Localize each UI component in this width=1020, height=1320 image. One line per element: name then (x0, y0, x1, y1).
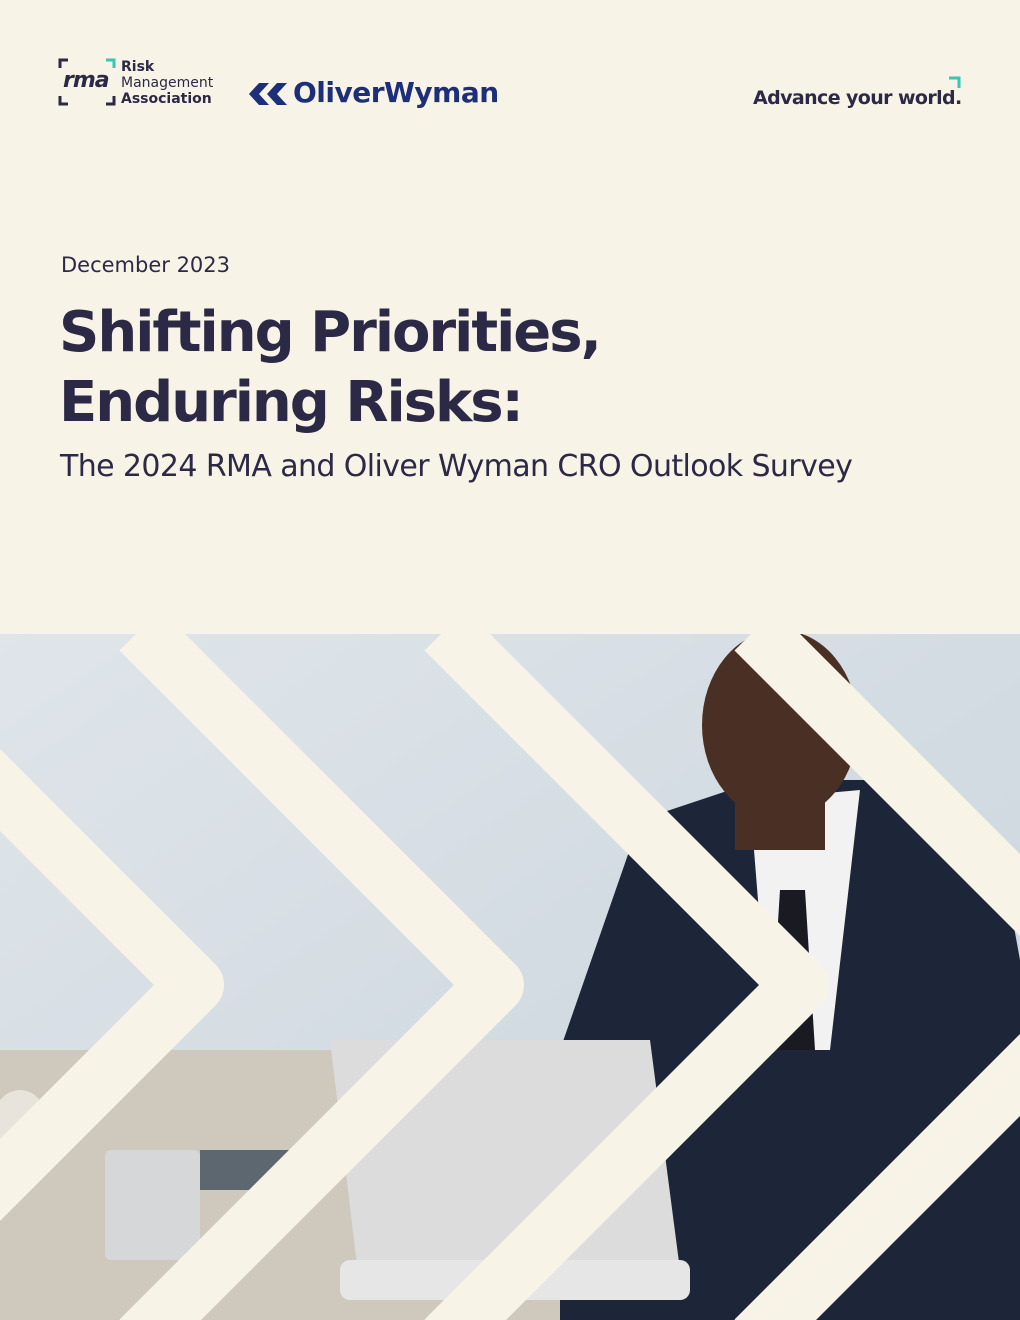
title-line-1: Shifting Priorities, (59, 300, 602, 365)
tagline: Advance your world. (753, 87, 962, 109)
oliver-wyman-mark (249, 83, 287, 105)
rma-name-2: Management (121, 75, 214, 91)
date: December 2023 (61, 253, 231, 277)
partner-logo: OliverWyman (293, 76, 499, 109)
subtitle: The 2024 RMA and Oliver Wyman CRO Outloo… (60, 449, 853, 484)
rma-name-3: Association (121, 91, 212, 107)
tagline-corner (949, 76, 961, 88)
title-line-2: Enduring Risks: (59, 370, 524, 435)
rma-mark: rma (63, 68, 110, 93)
rma-name-1: Risk (121, 59, 155, 75)
rma-logo-frame (58, 58, 116, 106)
cover-photo (0, 630, 1020, 1320)
